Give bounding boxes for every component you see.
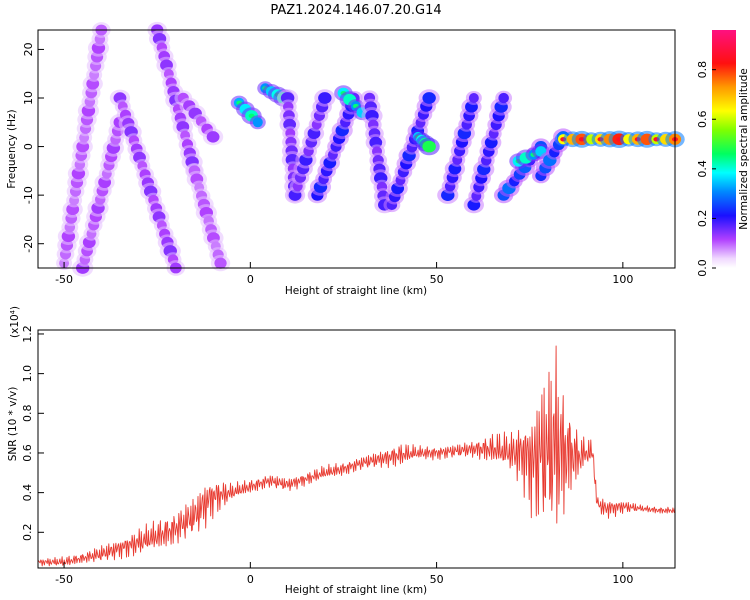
y-tick-label: 1.2 xyxy=(21,325,34,343)
heatmap-feature xyxy=(230,95,266,130)
snr-frame xyxy=(37,329,676,569)
heatmap-feature xyxy=(509,143,550,169)
spectrogram-blobs xyxy=(56,21,685,277)
snr-series-line xyxy=(37,345,676,567)
x-tick-label: 50 xyxy=(430,573,444,586)
heatmap-feature xyxy=(437,91,482,204)
heatmap-feature xyxy=(284,89,336,204)
heatmap-feature xyxy=(409,129,440,156)
spectrogram-frame xyxy=(37,29,676,269)
x-tick-label: -50 xyxy=(55,273,73,286)
heatmap-blob-core xyxy=(206,131,220,143)
y-tick-label: -20 xyxy=(22,235,35,253)
heatmap-feature xyxy=(554,130,685,149)
heatmap-feature xyxy=(56,22,111,271)
snr-x-ticks: -50 0 50 100 xyxy=(55,562,633,586)
spectrogram-y-axis-label: Frequency (Hz) xyxy=(6,109,18,188)
x-tick-label: 100 xyxy=(612,273,633,286)
y-tick-label: 20 xyxy=(22,42,35,56)
heatmap-blob-core xyxy=(214,257,227,269)
y-tick-label: 0.6 xyxy=(21,444,34,462)
y-tick-label: -10 xyxy=(22,186,35,204)
heatmap-feature xyxy=(109,89,186,276)
spectrogram-panel: -50 0 50 100 -20 -10 0 10 20 Height of straight… xyxy=(6,21,685,297)
heatmap-blob-core xyxy=(498,92,509,104)
colorbar-tick-label: 0.0 xyxy=(696,259,709,277)
x-tick-label: -50 xyxy=(55,573,73,586)
y-tick-label: 10 xyxy=(22,91,35,105)
x-tick-label: 0 xyxy=(247,273,254,286)
y-tick-label: 1.0 xyxy=(21,365,34,383)
colorbar: 0.0 0.2 0.4 0.6 0.8 Normalized spectral ampl… xyxy=(696,30,750,277)
heatmap-blob-core xyxy=(422,140,436,153)
spectrogram-y-ticks: -20 -10 0 10 20 xyxy=(22,42,44,253)
heatmap-feature xyxy=(360,90,395,214)
figure-title: PAZ1.2024.146.07.20.G14 xyxy=(270,3,441,18)
x-tick-label: 0 xyxy=(247,573,254,586)
heatmap-blob-core xyxy=(422,92,436,104)
x-tick-label: 100 xyxy=(612,573,633,586)
heatmap-blob-core xyxy=(252,117,263,128)
snr-x-axis-label: Height of straight line (km) xyxy=(285,584,427,596)
heatmap-feature xyxy=(463,90,513,214)
y-tick-label: 0.8 xyxy=(21,405,34,423)
y-tick-label: 0.2 xyxy=(21,524,34,542)
snr-y-multiplier: (x10⁴) xyxy=(9,306,21,338)
y-tick-label: 0.4 xyxy=(21,484,34,502)
heatmap-blob-core xyxy=(468,93,479,103)
colorbar-tick-label: 0.2 xyxy=(696,210,709,228)
colorbar-ticks: 0.0 0.2 0.4 0.6 0.8 xyxy=(696,61,716,277)
spectrogram-x-axis-label: Height of straight line (km) xyxy=(285,285,427,297)
snr-y-axis-label: SNR (10 * v/v) xyxy=(7,387,19,462)
heatmap-feature xyxy=(185,163,231,272)
y-tick-label: 0 xyxy=(22,143,35,150)
colorbar-tick-label: 0.8 xyxy=(696,61,709,79)
snr-panel: -50 0 50 100 0.2 0.4 0.6 0.8 1.0 1.2 Height of s… xyxy=(7,306,676,596)
colorbar-label: Normalized spectral amplitude xyxy=(738,68,750,229)
x-tick-label: 50 xyxy=(430,273,444,286)
colorbar-tick-label: 0.6 xyxy=(696,111,709,129)
colorbar-gradient xyxy=(712,30,736,268)
heatmap-feature xyxy=(174,90,224,146)
heatmap-blob-core xyxy=(318,92,332,104)
colorbar-tick-label: 0.4 xyxy=(696,160,709,178)
spectrogram-x-ticks: -50 0 50 100 xyxy=(55,262,633,286)
snr-y-ticks: 0.2 0.4 0.6 0.8 1.0 1.2 xyxy=(21,325,44,541)
snr-plot-area xyxy=(38,330,675,568)
